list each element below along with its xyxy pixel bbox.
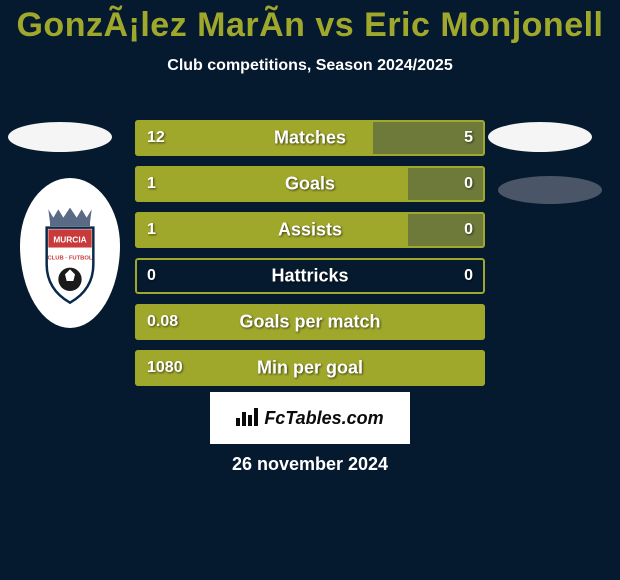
stat-label: Goals <box>135 174 485 195</box>
stat-row: 10Goals <box>135 166 485 202</box>
club-badge: MURCIA CLUB · FUTBOL <box>20 178 120 328</box>
bars-icon <box>236 406 258 431</box>
page-subtitle: Club competitions, Season 2024/2025 <box>0 57 620 75</box>
fctables-text: FcTables.com <box>264 408 383 429</box>
badge-shield: MURCIA CLUB · FUTBOL <box>32 206 108 306</box>
stat-row: 10Assists <box>135 212 485 248</box>
ellipse-top-left <box>8 122 112 152</box>
page-title: GonzÃ¡lez MarÃ­n vs Eric Monjonell <box>0 0 620 45</box>
badge-futbol-text: CLUB · FUTBOL <box>48 255 93 261</box>
ellipse-mid-right <box>498 176 602 204</box>
content-root: GonzÃ¡lez MarÃ­n vs Eric Monjonell Club … <box>0 0 620 580</box>
stat-label: Min per goal <box>135 358 485 379</box>
stat-label: Goals per match <box>135 312 485 333</box>
stat-row: 00Hattricks <box>135 258 485 294</box>
crown-icon <box>48 208 91 226</box>
ellipse-top-right <box>488 122 592 152</box>
stat-label: Assists <box>135 220 485 241</box>
stat-row: 125Matches <box>135 120 485 156</box>
date-label: 26 november 2024 <box>0 454 620 475</box>
stat-label: Matches <box>135 128 485 149</box>
stat-row: 0.08Goals per match <box>135 304 485 340</box>
stat-row: 1080Min per goal <box>135 350 485 386</box>
badge-text: MURCIA <box>53 235 86 245</box>
stats-container: 125Matches 10Goals 10Assists 00Hattricks 0.0… <box>135 120 485 396</box>
fctables-badge: FcTables.com <box>210 392 410 444</box>
stat-label: Hattricks <box>135 266 485 287</box>
